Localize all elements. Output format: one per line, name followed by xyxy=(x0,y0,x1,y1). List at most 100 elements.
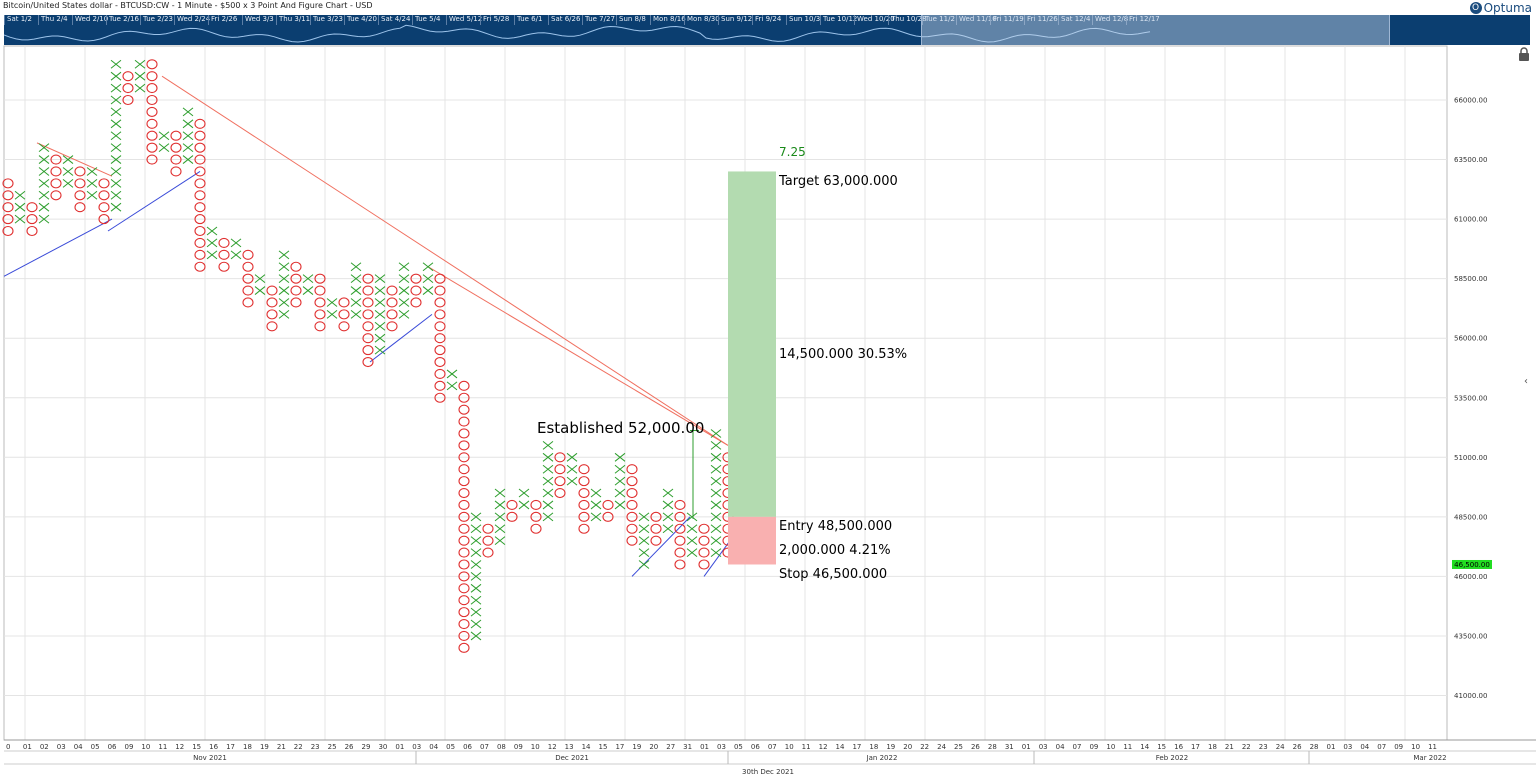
lock-icon[interactable] xyxy=(1518,47,1530,61)
o-mark xyxy=(458,440,470,451)
x-mark xyxy=(518,488,530,498)
x-tick-label: 10 xyxy=(1106,743,1115,751)
x-tick-label: 18 xyxy=(869,743,878,751)
x-mark xyxy=(278,250,290,260)
x-mark xyxy=(590,488,602,498)
o-mark xyxy=(338,321,350,332)
x-tick-label: 01 xyxy=(1326,743,1335,751)
current-date-label: 30th Dec 2021 xyxy=(742,768,794,776)
o-mark xyxy=(650,535,662,546)
x-tick-label: 21 xyxy=(277,743,286,751)
x-tick-label: 14 xyxy=(836,743,845,751)
o-mark xyxy=(434,321,446,332)
x-mark xyxy=(350,286,362,295)
x-tick-label: 24 xyxy=(1276,743,1285,751)
x-tick-label: 21 xyxy=(1225,743,1234,751)
navigator-label: Wed 10/20 xyxy=(854,15,895,25)
x-tick-label: 15 xyxy=(192,743,201,751)
navigator-window[interactable] xyxy=(921,15,1390,45)
o-mark xyxy=(2,202,14,213)
o-mark xyxy=(674,523,686,534)
x-mark xyxy=(398,298,410,307)
o-mark xyxy=(458,535,470,546)
y-tick-label: 58500.00 xyxy=(1454,275,1487,283)
x-mark xyxy=(62,178,74,188)
x-mark xyxy=(470,572,482,581)
x-mark xyxy=(86,167,98,176)
x-mark xyxy=(494,512,506,522)
x-tick-label: 25 xyxy=(954,743,963,751)
x-tick-label: 04 xyxy=(1360,743,1369,751)
x-mark xyxy=(350,309,362,319)
o-mark xyxy=(146,94,158,106)
x-mark xyxy=(566,452,578,462)
o-mark xyxy=(170,154,182,165)
o-mark xyxy=(674,547,686,558)
o-mark xyxy=(674,559,686,570)
o-mark xyxy=(218,249,230,260)
o-mark xyxy=(554,464,566,475)
x-tick-label: 06 xyxy=(751,743,760,751)
x-mark xyxy=(494,488,506,498)
x-mark xyxy=(686,548,698,557)
y-tick-label: 51000.00 xyxy=(1454,454,1487,462)
x-mark xyxy=(542,500,554,510)
o-mark xyxy=(146,59,158,70)
o-mark xyxy=(530,523,542,534)
x-mark xyxy=(206,250,218,260)
x-tick-label: 30 xyxy=(378,743,387,751)
x-mark xyxy=(62,167,74,176)
x-tick-label: 18 xyxy=(1208,743,1217,751)
navigator-label: Sun 9/12 xyxy=(718,15,752,25)
navigator-label: Sun 8/8 xyxy=(616,15,646,25)
o-mark xyxy=(626,464,638,475)
x-mark xyxy=(110,95,122,105)
x-tick-label: 22 xyxy=(920,743,929,751)
time-navigator[interactable]: Sat 1/2 Thu 2/4 Wed 2/10 Tue 2/16 Tue 2/23 We… xyxy=(4,15,1530,45)
x-mark xyxy=(110,131,122,141)
x-mark xyxy=(710,488,722,498)
target-zone xyxy=(728,171,776,517)
x-mark xyxy=(638,536,650,546)
x-mark xyxy=(422,274,434,284)
o-mark xyxy=(122,94,134,106)
x-mark xyxy=(110,83,122,93)
x-tick-label: 04 xyxy=(429,743,438,751)
x-tick-label: 10 xyxy=(785,743,794,751)
o-mark xyxy=(362,321,374,332)
o-mark xyxy=(146,118,158,129)
x-tick-label: 11 xyxy=(158,743,167,751)
o-mark xyxy=(194,142,206,153)
navigator-label: Fri 2/26 xyxy=(208,15,237,25)
o-mark xyxy=(266,321,278,332)
o-mark xyxy=(578,487,590,499)
x-mark xyxy=(614,476,626,486)
x-mark xyxy=(110,119,122,129)
x-tick-label: 14 xyxy=(582,743,591,751)
o-mark xyxy=(26,202,38,213)
o-mark xyxy=(26,225,38,237)
navigator-label: Wed 12/8 xyxy=(1092,15,1128,25)
x-tick-label: 07 xyxy=(768,743,777,751)
x-tick-label: 22 xyxy=(1242,743,1251,751)
o-mark xyxy=(242,285,254,296)
o-mark xyxy=(674,499,686,510)
x-mark xyxy=(110,190,122,200)
x-mark xyxy=(182,155,194,164)
chevron-left-icon[interactable]: ‹ xyxy=(1524,376,1528,387)
month-label: Jan 2022 xyxy=(866,754,898,762)
o-mark xyxy=(458,630,470,642)
x-mark xyxy=(278,286,290,295)
o-mark xyxy=(506,499,518,510)
o-mark xyxy=(386,297,398,308)
x-tick-label: 0 xyxy=(6,743,10,751)
x-mark xyxy=(542,452,554,462)
navigator-label: Tue 5/4 xyxy=(412,15,440,25)
o-mark xyxy=(482,535,494,546)
x-tick-label: 27 xyxy=(666,743,675,751)
o-mark xyxy=(290,273,302,284)
x-tick-label: 12 xyxy=(819,743,828,751)
o-mark xyxy=(698,547,710,558)
o-mark xyxy=(458,416,470,427)
